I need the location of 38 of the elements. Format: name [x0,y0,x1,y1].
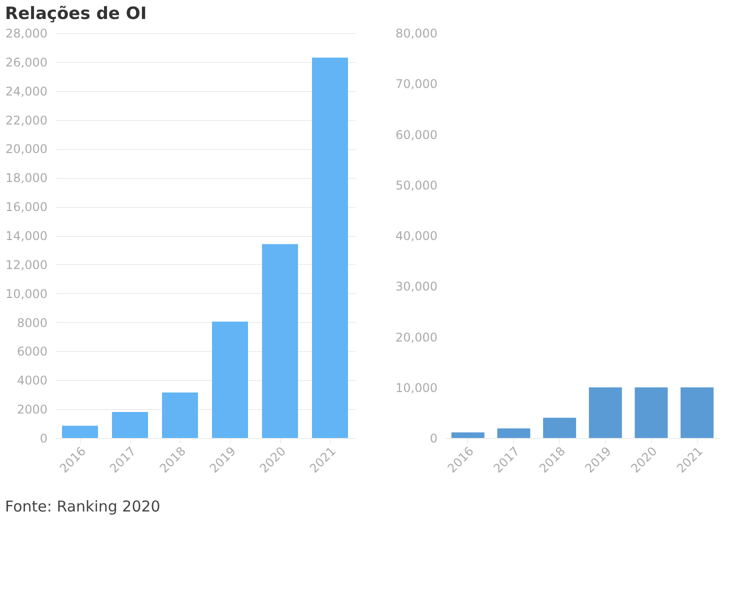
y-tick-label: 4000 [16,374,48,388]
bar [112,412,148,438]
y-tick-label: 20,000 [396,330,438,344]
bar [62,426,98,438]
y-tick-label: 8000 [16,316,48,330]
y-tick-label: 6000 [16,344,48,359]
chart-title: Relações de OI [5,4,147,24]
y-tick-label: 60,000 [396,128,438,142]
y-tick-label: 2000 [16,402,48,417]
y-tick-label: 10,000 [6,286,48,301]
bar [680,387,714,438]
bar [162,392,198,438]
y-tick-label: 80,000 [396,26,438,40]
y-tick-label: 40,000 [396,229,438,243]
source-note: Fonte: Ranking 2020 [5,497,160,516]
bar [543,418,576,438]
y-tick-label: 22,000 [6,113,48,128]
bar [312,58,348,438]
y-tick-label: 16,000 [6,200,48,214]
y-tick-label: 20,000 [6,142,48,156]
y-tick-label: 30,000 [396,280,438,294]
y-tick-label: 50,000 [396,178,438,192]
y-tick-label: 10,000 [396,380,438,395]
bar [262,244,298,438]
y-tick-label: 26,000 [6,55,48,70]
y-tick-label: 0 [40,432,48,446]
bar [634,387,668,438]
y-tick-label: 0 [430,432,438,446]
y-tick-label: 70,000 [396,77,438,92]
bar [451,432,484,438]
y-tick-label: 24,000 [6,84,48,98]
bar [588,387,622,438]
y-tick-label: 28,000 [6,26,48,40]
bar [497,428,530,438]
bar [212,322,248,438]
y-tick-label: 18,000 [6,171,48,186]
y-tick-label: 14,000 [6,229,48,243]
y-tick-label: 12,000 [6,258,48,272]
